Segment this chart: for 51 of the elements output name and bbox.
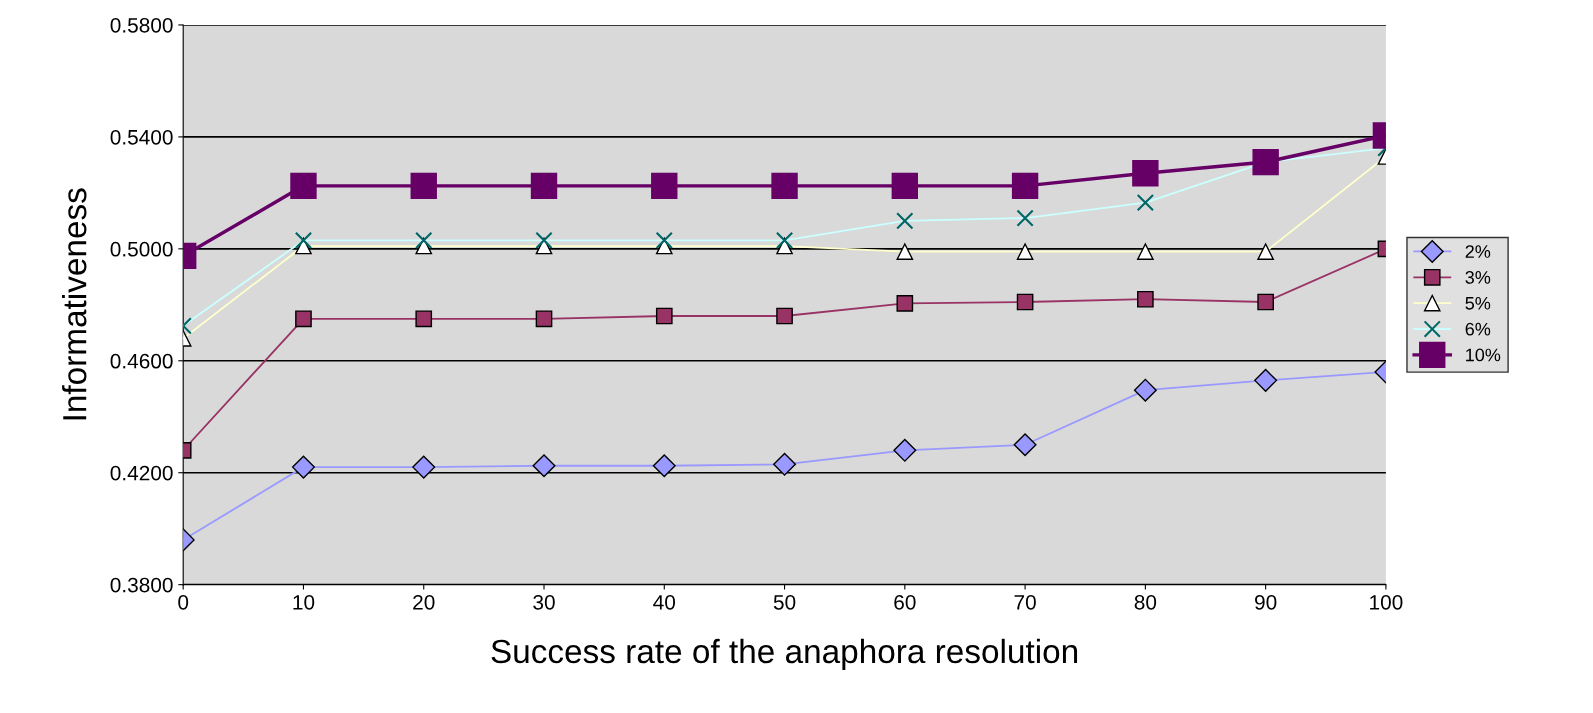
x-axis-title: Success rate of the anaphora resolution bbox=[491, 638, 1078, 670]
x-tick-label: 70 bbox=[1014, 594, 1036, 610]
point bbox=[891, 172, 919, 200]
x-tick-label: 100 bbox=[1370, 594, 1403, 610]
point bbox=[655, 307, 673, 325]
legend-label: 10% bbox=[1466, 348, 1501, 362]
point bbox=[773, 452, 797, 476]
point bbox=[1254, 368, 1278, 392]
point bbox=[1137, 290, 1154, 308]
point bbox=[651, 172, 678, 200]
legend-label: 2% bbox=[1465, 245, 1491, 258]
point bbox=[532, 454, 556, 478]
point bbox=[415, 310, 433, 328]
point bbox=[1013, 433, 1037, 457]
x-tick-label: 20 bbox=[413, 594, 435, 610]
point bbox=[535, 310, 553, 328]
point bbox=[652, 454, 676, 478]
y-tick-label: 0.3800 bbox=[110, 577, 173, 593]
x-tick-label: 10 bbox=[293, 594, 315, 610]
legend-label: 5% bbox=[1465, 296, 1491, 310]
y-tick-label: 0.5400 bbox=[110, 129, 173, 145]
point bbox=[412, 455, 436, 479]
point bbox=[1011, 172, 1039, 200]
point bbox=[896, 295, 914, 312]
point bbox=[1252, 148, 1279, 176]
x-tick-label: 30 bbox=[533, 594, 555, 610]
point bbox=[1016, 293, 1034, 311]
x-tick-label: 60 bbox=[894, 594, 916, 610]
point bbox=[1132, 160, 1159, 187]
point bbox=[776, 307, 793, 325]
y-tick-label: 0.4200 bbox=[110, 465, 173, 481]
x-tick-label: 90 bbox=[1255, 594, 1277, 610]
legend-label: 6% bbox=[1465, 322, 1491, 336]
point bbox=[291, 455, 315, 479]
point bbox=[530, 172, 558, 200]
point bbox=[893, 438, 917, 462]
y-tick-label: 0.5000 bbox=[110, 241, 173, 257]
point bbox=[1133, 378, 1157, 402]
point bbox=[771, 172, 798, 200]
x-tick-label: 40 bbox=[653, 594, 676, 610]
y-tick-label: 0.5800 bbox=[110, 17, 173, 33]
x-tick-label: 0 bbox=[178, 594, 189, 610]
legend-label: 3% bbox=[1465, 271, 1491, 284]
point bbox=[410, 172, 437, 200]
x-tick-label: 80 bbox=[1134, 594, 1157, 610]
point bbox=[295, 310, 312, 328]
y-tick-label: 0.4600 bbox=[110, 353, 173, 369]
y-axis-title: Informativeness bbox=[62, 188, 87, 420]
x-tick-label: 50 bbox=[773, 594, 796, 610]
point bbox=[290, 172, 317, 200]
point bbox=[1257, 293, 1274, 311]
